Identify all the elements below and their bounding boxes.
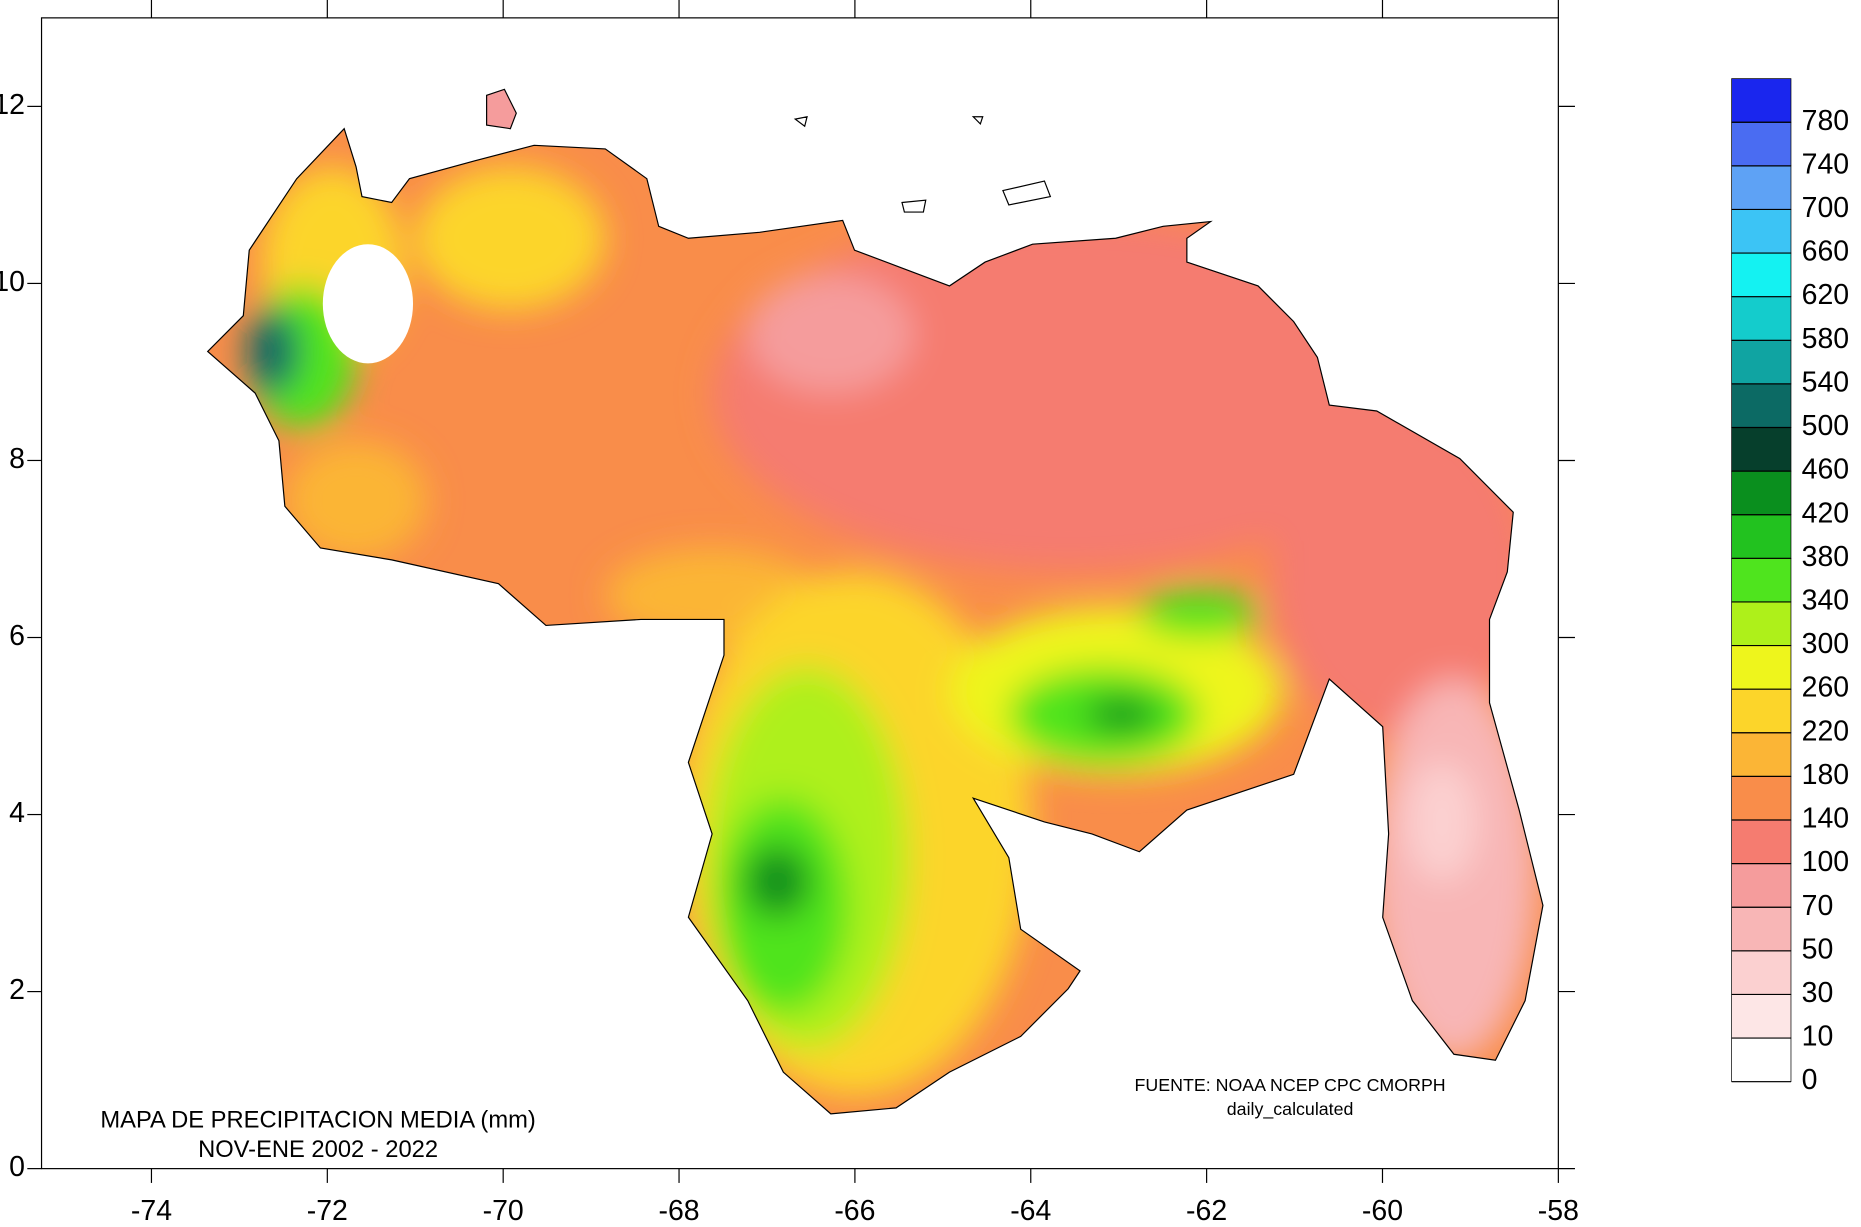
legend-label: 300 — [1802, 628, 1849, 660]
map-title: MAPA DE PRECIPITACION MEDIA (mm) — [100, 1106, 535, 1133]
legend-label: 0 — [1802, 1064, 1818, 1096]
legend-band — [1731, 1037, 1792, 1083]
legend-label: 70 — [1802, 890, 1834, 922]
x-tick-label: -64 — [1010, 1195, 1051, 1227]
x-tick-label: -66 — [834, 1195, 875, 1227]
legend-label: 620 — [1802, 279, 1849, 311]
legend-label: 380 — [1802, 541, 1849, 573]
contour-zone — [747, 273, 914, 394]
legend-label: 220 — [1802, 715, 1849, 747]
legend-label: 420 — [1802, 497, 1849, 529]
legend-label: 100 — [1802, 846, 1849, 878]
field-contours — [246, 166, 1537, 1096]
source-note: daily_calculated — [1227, 1099, 1354, 1120]
legend-band — [1731, 252, 1792, 298]
x-tick-label: -72 — [307, 1195, 348, 1227]
legend-band — [1731, 863, 1792, 908]
y-tick-label: 4 — [9, 797, 25, 829]
contour-zone — [1139, 589, 1259, 638]
legend-band — [1731, 514, 1792, 559]
y-tick-label: 10 — [0, 266, 25, 298]
legend-band — [1731, 732, 1792, 777]
legend-band — [1731, 78, 1792, 123]
legend-band — [1731, 819, 1792, 864]
legend-band — [1731, 776, 1792, 821]
legend-band — [1731, 427, 1792, 472]
legend-label: 780 — [1802, 105, 1849, 137]
source-note: FUENTE: NOAA NCEP CPC CMORPH — [1135, 1075, 1446, 1095]
y-tick-label: 8 — [9, 443, 25, 475]
legend-band — [1731, 645, 1792, 690]
x-tick-label: -58 — [1538, 1195, 1579, 1227]
legend-label: 30 — [1802, 977, 1834, 1009]
legend-band — [1731, 470, 1792, 516]
x-tick-label: -62 — [1186, 1195, 1227, 1227]
contour-zone — [1406, 762, 1478, 882]
legend-label: 460 — [1802, 454, 1849, 486]
axes: -74 -72 -70 -68 -66 -64 -62 -60 -58 0 2 4 6 8 10 12 — [0, 0, 1579, 1227]
legend-label: 580 — [1802, 323, 1849, 355]
legend-band — [1731, 557, 1792, 603]
legend-label: 50 — [1802, 933, 1834, 965]
legend-band — [1731, 601, 1792, 646]
legend-band — [1731, 209, 1792, 254]
legend-label: 260 — [1802, 672, 1849, 704]
legend-label: 540 — [1802, 366, 1849, 398]
legend-band — [1731, 994, 1792, 1039]
color-legend: 0 10 30 50 70 100 140 180 220 260 300 340 380 420 460 5… — [1731, 78, 1849, 1096]
legend-band — [1731, 688, 1792, 734]
contour-zone — [1085, 698, 1158, 732]
x-tick-label: -60 — [1362, 1195, 1403, 1227]
islands — [793, 115, 1052, 213]
legend-label: 740 — [1802, 148, 1849, 180]
contour-zone — [284, 440, 428, 560]
contour-zone — [415, 166, 606, 310]
legend-band — [1731, 339, 1792, 385]
legend-label: 660 — [1802, 236, 1849, 268]
legend-band — [1731, 121, 1792, 167]
map-subtitle: NOV-ENE 2002 - 2022 — [198, 1136, 438, 1163]
legend-band — [1731, 296, 1792, 341]
legend-label: 140 — [1802, 803, 1849, 835]
lake-maracaibo — [322, 244, 414, 364]
y-tick-label: 12 — [0, 89, 25, 121]
country-border — [206, 127, 1544, 1115]
x-tick-label: -70 — [483, 1195, 524, 1227]
y-tick-label: 2 — [9, 974, 25, 1006]
contour-zone — [246, 309, 300, 394]
x-tick-label: -68 — [658, 1195, 699, 1227]
legend-band — [1731, 165, 1792, 210]
peninsula — [486, 88, 517, 130]
legend-band — [1731, 383, 1792, 428]
legend-band — [1731, 950, 1792, 995]
legend-label: 180 — [1802, 759, 1849, 791]
legend-label: 340 — [1802, 584, 1849, 616]
legend-label: 10 — [1802, 1021, 1834, 1053]
legend-label: 700 — [1802, 192, 1849, 224]
legend-band — [1731, 906, 1792, 952]
y-tick-label: 0 — [9, 1151, 25, 1183]
x-tick-label: -74 — [131, 1195, 172, 1227]
contour-zone — [744, 845, 811, 918]
y-tick-label: 6 — [9, 620, 25, 652]
legend-label: 500 — [1802, 410, 1849, 442]
contour-zone — [1269, 405, 1532, 739]
